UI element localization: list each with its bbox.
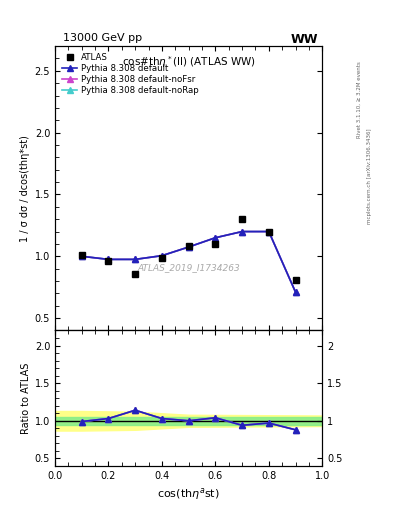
Pythia 8.308 default-noRap bbox=[106, 257, 111, 263]
ATLAS bbox=[186, 243, 191, 249]
Line: Pythia 8.308 default: Pythia 8.308 default bbox=[79, 229, 298, 295]
Text: mcplots.cern.ch [arXiv:1306.3436]: mcplots.cern.ch [arXiv:1306.3436] bbox=[367, 128, 372, 224]
Pythia 8.308 default-noFsr bbox=[106, 257, 111, 263]
Pythia 8.308 default bbox=[240, 228, 244, 234]
Pythia 8.308 default-noFsr bbox=[160, 252, 164, 259]
Pythia 8.308 default bbox=[186, 244, 191, 250]
Pythia 8.308 default-noFsr bbox=[240, 228, 244, 234]
Pythia 8.308 default-noRap bbox=[266, 228, 271, 234]
Pythia 8.308 default-noRap bbox=[293, 289, 298, 295]
ATLAS bbox=[293, 276, 298, 283]
Pythia 8.308 default-noRap bbox=[79, 253, 84, 260]
Pythia 8.308 default-noRap bbox=[186, 244, 191, 250]
Line: ATLAS: ATLAS bbox=[78, 216, 299, 283]
Text: Rivet 3.1.10, ≥ 3.2M events: Rivet 3.1.10, ≥ 3.2M events bbox=[357, 61, 362, 138]
Pythia 8.308 default bbox=[133, 257, 138, 263]
Pythia 8.308 default-noRap bbox=[213, 234, 218, 241]
Pythia 8.308 default-noFsr bbox=[133, 257, 138, 263]
Pythia 8.308 default-noFsr bbox=[293, 289, 298, 295]
Text: 13000 GeV pp: 13000 GeV pp bbox=[63, 33, 142, 44]
Pythia 8.308 default-noFsr bbox=[186, 244, 191, 250]
Pythia 8.308 default bbox=[266, 228, 271, 234]
Pythia 8.308 default bbox=[79, 253, 84, 260]
Pythia 8.308 default bbox=[293, 289, 298, 295]
Pythia 8.308 default-noRap bbox=[240, 228, 244, 234]
X-axis label: cos(th$\eta^a$st): cos(th$\eta^a$st) bbox=[157, 486, 220, 502]
Pythia 8.308 default bbox=[213, 234, 218, 241]
Y-axis label: Ratio to ATLAS: Ratio to ATLAS bbox=[20, 362, 31, 434]
ATLAS bbox=[160, 255, 164, 261]
Text: ATLAS_2019_I1734263: ATLAS_2019_I1734263 bbox=[137, 263, 240, 272]
Pythia 8.308 default-noFsr bbox=[213, 234, 218, 241]
Pythia 8.308 default bbox=[106, 257, 111, 263]
ATLAS bbox=[240, 216, 244, 222]
Pythia 8.308 default-noRap bbox=[160, 252, 164, 259]
Pythia 8.308 default-noFsr bbox=[79, 253, 84, 260]
Line: Pythia 8.308 default-noRap: Pythia 8.308 default-noRap bbox=[79, 229, 298, 295]
ATLAS bbox=[106, 258, 111, 264]
Text: WW: WW bbox=[291, 33, 318, 46]
Line: Pythia 8.308 default-noFsr: Pythia 8.308 default-noFsr bbox=[79, 229, 298, 295]
Legend: ATLAS, Pythia 8.308 default, Pythia 8.308 default-noFsr, Pythia 8.308 default-no: ATLAS, Pythia 8.308 default, Pythia 8.30… bbox=[59, 50, 201, 98]
ATLAS bbox=[266, 228, 271, 234]
Pythia 8.308 default-noFsr bbox=[266, 228, 271, 234]
ATLAS bbox=[133, 271, 138, 278]
Y-axis label: 1 / σ dσ / dcos(thη*st): 1 / σ dσ / dcos(thη*st) bbox=[20, 135, 31, 242]
ATLAS bbox=[79, 252, 84, 258]
Text: cos#th$\eta^*$(ll) (ATLAS WW): cos#th$\eta^*$(ll) (ATLAS WW) bbox=[122, 55, 255, 71]
Pythia 8.308 default-noRap bbox=[133, 257, 138, 263]
Pythia 8.308 default bbox=[160, 252, 164, 259]
ATLAS bbox=[213, 241, 218, 247]
